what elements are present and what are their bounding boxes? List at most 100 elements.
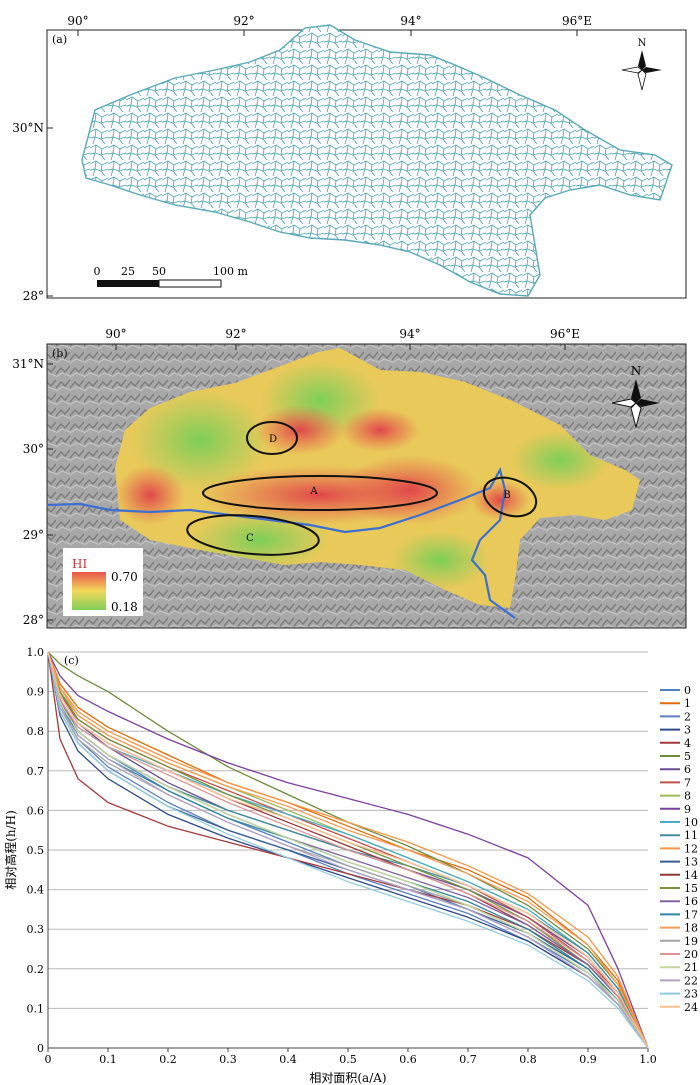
- region-d-label: D: [269, 434, 277, 445]
- a-top-tick-3: 96°E: [562, 14, 592, 28]
- x-tick-label: 0.6: [399, 1053, 417, 1066]
- hi-legend: HI 0.70 0.18: [63, 548, 143, 616]
- scale-bar: 0 25 50 100 m: [94, 265, 248, 288]
- x-tick-label: 1.0: [639, 1053, 657, 1066]
- y-tick-label: 0.9: [27, 686, 45, 699]
- river-line: [46, 467, 516, 619]
- legend-label-0: 0: [684, 684, 691, 697]
- series-line-9: [47, 651, 649, 1049]
- c-y-ticks: 0 0.1 0.2 0.3 0.4 0.5 0.6 0.7 0.8 0.9 1.0: [27, 646, 45, 1055]
- scale-0: 0: [94, 265, 101, 278]
- a-left-tick-1: 28°: [23, 289, 44, 303]
- legend-label-1: 1: [684, 697, 691, 710]
- series-line-21: [47, 651, 649, 1049]
- legend-label-23: 23: [684, 988, 698, 1001]
- a-top-tick-0: 90°: [67, 14, 88, 28]
- legend-label-7: 7: [684, 776, 691, 789]
- legend-label-6: 6: [684, 763, 691, 776]
- panel-c-label: (c): [64, 654, 79, 667]
- region-a-label: A: [309, 486, 318, 497]
- legend-title: HI: [72, 557, 87, 571]
- legend-label-12: 12: [684, 842, 698, 855]
- x-tick-label: 0.3: [219, 1053, 237, 1066]
- b-left-tick-3: 28°: [23, 613, 44, 627]
- region-c-outline: [186, 514, 320, 556]
- north-label-a: N: [638, 38, 647, 49]
- legend-label-11: 11: [684, 829, 698, 842]
- legend-label-24: 24: [684, 1001, 698, 1014]
- b-left-tick-0: 31°N: [12, 357, 44, 371]
- y-tick-label: 0.2: [27, 963, 45, 976]
- region-a-outline: [202, 475, 438, 511]
- series-line-23: [47, 651, 649, 1049]
- x-tick-label: 0.1: [99, 1053, 117, 1066]
- series-line-5: [47, 651, 649, 1049]
- legend-label-19: 19: [684, 935, 698, 948]
- legend-label-21: 21: [684, 961, 698, 974]
- legend-label-22: 22: [684, 974, 698, 987]
- legend-label-8: 8: [684, 790, 691, 803]
- legend-label-17: 17: [684, 908, 698, 921]
- legend-label-16: 16: [684, 895, 698, 908]
- x-tick-label: 0.8: [519, 1053, 537, 1066]
- y-tick-label: 0: [37, 1042, 44, 1055]
- x-tick-label: 0: [45, 1053, 52, 1066]
- y-tick-label: 0.6: [27, 804, 45, 817]
- b-top-tick-3: 96°E: [550, 327, 580, 341]
- legend-label-9: 9: [684, 803, 691, 816]
- a-top-tick-1: 92°: [233, 14, 254, 28]
- y-tick-label: 0.7: [27, 765, 45, 778]
- panel-b-label: (b): [52, 347, 68, 360]
- x-tick-label: 0.7: [459, 1053, 477, 1066]
- panel-a-label: (a): [52, 33, 67, 46]
- c-series-group: [47, 651, 649, 1049]
- scale-100: 100 m: [213, 265, 248, 278]
- scale-50: 50: [152, 265, 166, 278]
- legend-label-2: 2: [684, 710, 691, 723]
- a-top-tick-2: 94°: [400, 14, 421, 28]
- x-tick-label: 0.9: [579, 1053, 597, 1066]
- series-line-22: [47, 651, 649, 1049]
- y-tick-label: 0.8: [27, 725, 45, 738]
- b-top-tick-0: 90°: [105, 327, 126, 341]
- legend-label-5: 5: [684, 750, 691, 763]
- c-gridlines: [47, 651, 648, 1049]
- scale-25: 25: [121, 265, 135, 278]
- x-axis-label: 相对面积(a/A): [309, 1071, 386, 1085]
- b-left-tick-1: 30°: [23, 442, 44, 456]
- b-top-tick-1: 92°: [225, 327, 246, 341]
- panel-b: (b) 90° 92° 94° 96°E 31°N 30° 29° 28°: [12, 327, 687, 629]
- legend-label-14: 14: [684, 869, 698, 882]
- b-left-tick-2: 29°: [23, 528, 44, 542]
- series-line-24: [47, 651, 649, 1049]
- region-b-outline: [482, 476, 538, 518]
- legend-label-4: 4: [684, 737, 691, 750]
- region-d-outline: [246, 421, 298, 455]
- legend-label-18: 18: [684, 922, 698, 935]
- series-line-20: [47, 651, 649, 1049]
- legend-label-10: 10: [684, 816, 698, 829]
- x-tick-label: 0.2: [159, 1053, 177, 1066]
- sub-basin-network: [81, 24, 673, 297]
- north-label-b: N: [631, 364, 642, 378]
- panel-a: (a) 90° 92° 94° 96°E 30°N 28° N 0 25: [12, 14, 687, 303]
- legend-label-3: 3: [684, 724, 691, 737]
- b-top-tick-2: 94°: [399, 327, 420, 341]
- legend-label-15: 15: [684, 882, 698, 895]
- north-arrow-a: N: [621, 38, 662, 91]
- series-line-12: [47, 651, 649, 1049]
- legend-label-13: 13: [684, 856, 698, 869]
- series-line-18: [47, 651, 649, 1049]
- a-left-tick-0: 30°N: [12, 121, 44, 135]
- legend-max: 0.70: [111, 570, 138, 584]
- region-c-label: C: [246, 533, 254, 544]
- panel-c: (c) 0 0.1 0.2 0.3 0.4 0.5 0.6 0.7 0.8 0.9 1.0 0 0.1…: [3, 646, 698, 1085]
- region-b-label: B: [503, 490, 510, 501]
- north-arrow-b: N: [611, 364, 660, 429]
- y-tick-label: 1.0: [27, 646, 45, 659]
- x-tick-label: 0.5: [339, 1053, 357, 1066]
- y-tick-label: 0.1: [27, 1002, 45, 1015]
- y-tick-label: 0.3: [27, 923, 45, 936]
- y-axis-label: 相对高程(h/H): [3, 810, 18, 890]
